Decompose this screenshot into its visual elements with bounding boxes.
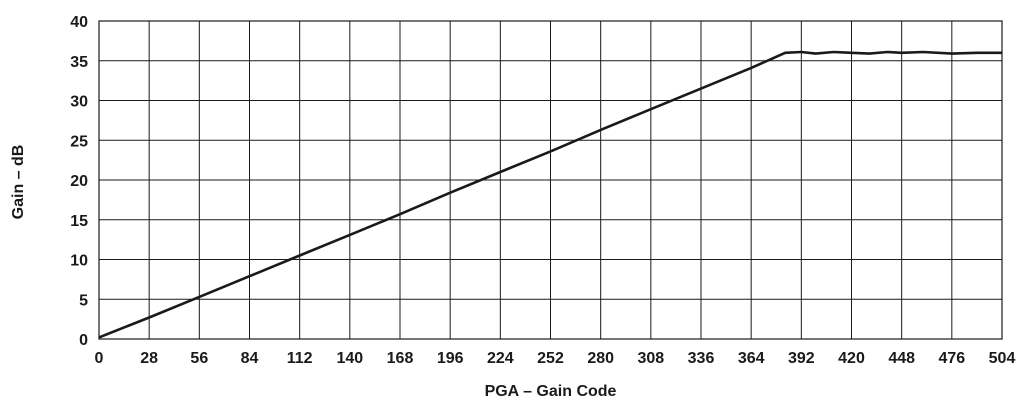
plot-frame	[98, 20, 1003, 340]
x-tick-label: 28	[140, 350, 158, 367]
x-tick-label: 252	[537, 350, 564, 367]
y-tick-label: 30	[70, 94, 88, 111]
x-tick-label: 0	[95, 350, 104, 367]
x-axis-title: PGA – Gain Code	[485, 383, 617, 400]
y-tick-label: 25	[70, 133, 88, 150]
x-tick-label: 392	[788, 350, 815, 367]
x-tick-label: 364	[738, 350, 765, 367]
y-tick-label: 15	[70, 213, 88, 230]
x-tick-label: 420	[838, 350, 865, 367]
x-tick-label: 224	[487, 350, 514, 367]
y-tick-label: 20	[70, 173, 88, 190]
x-tick-label: 308	[637, 350, 664, 367]
x-tick-label: 112	[287, 350, 313, 367]
series-layer	[98, 50, 1002, 339]
x-tick-labels: 0 28 56 84 112 140 168 196 224 252 280 308 336 364 392…	[95, 350, 1016, 367]
y-axis-title: Gain – dB	[10, 145, 27, 220]
y-tick-labels: 0 5 10 15 20 25 30 35 40	[70, 14, 88, 349]
y-tick-label: 0	[79, 332, 88, 349]
y-tick-label: 5	[79, 292, 88, 309]
x-tick-label: 56	[190, 350, 208, 367]
y-tick-label: 35	[70, 54, 88, 71]
x-tick-label: 280	[587, 350, 614, 367]
x-tick-label: 84	[241, 350, 259, 367]
x-tick-label: 476	[938, 350, 965, 367]
x-tick-label: 196	[437, 350, 464, 367]
grid	[98, 20, 1003, 340]
x-tick-label: 448	[888, 350, 915, 367]
series-line-0	[98, 50, 1002, 339]
x-tick-label: 168	[387, 350, 414, 367]
x-tick-label: 504	[989, 350, 1016, 367]
x-tick-label: 336	[688, 350, 715, 367]
x-tick-label: 140	[336, 350, 363, 367]
y-tick-label: 40	[70, 14, 88, 31]
y-tick-label: 10	[70, 253, 88, 270]
